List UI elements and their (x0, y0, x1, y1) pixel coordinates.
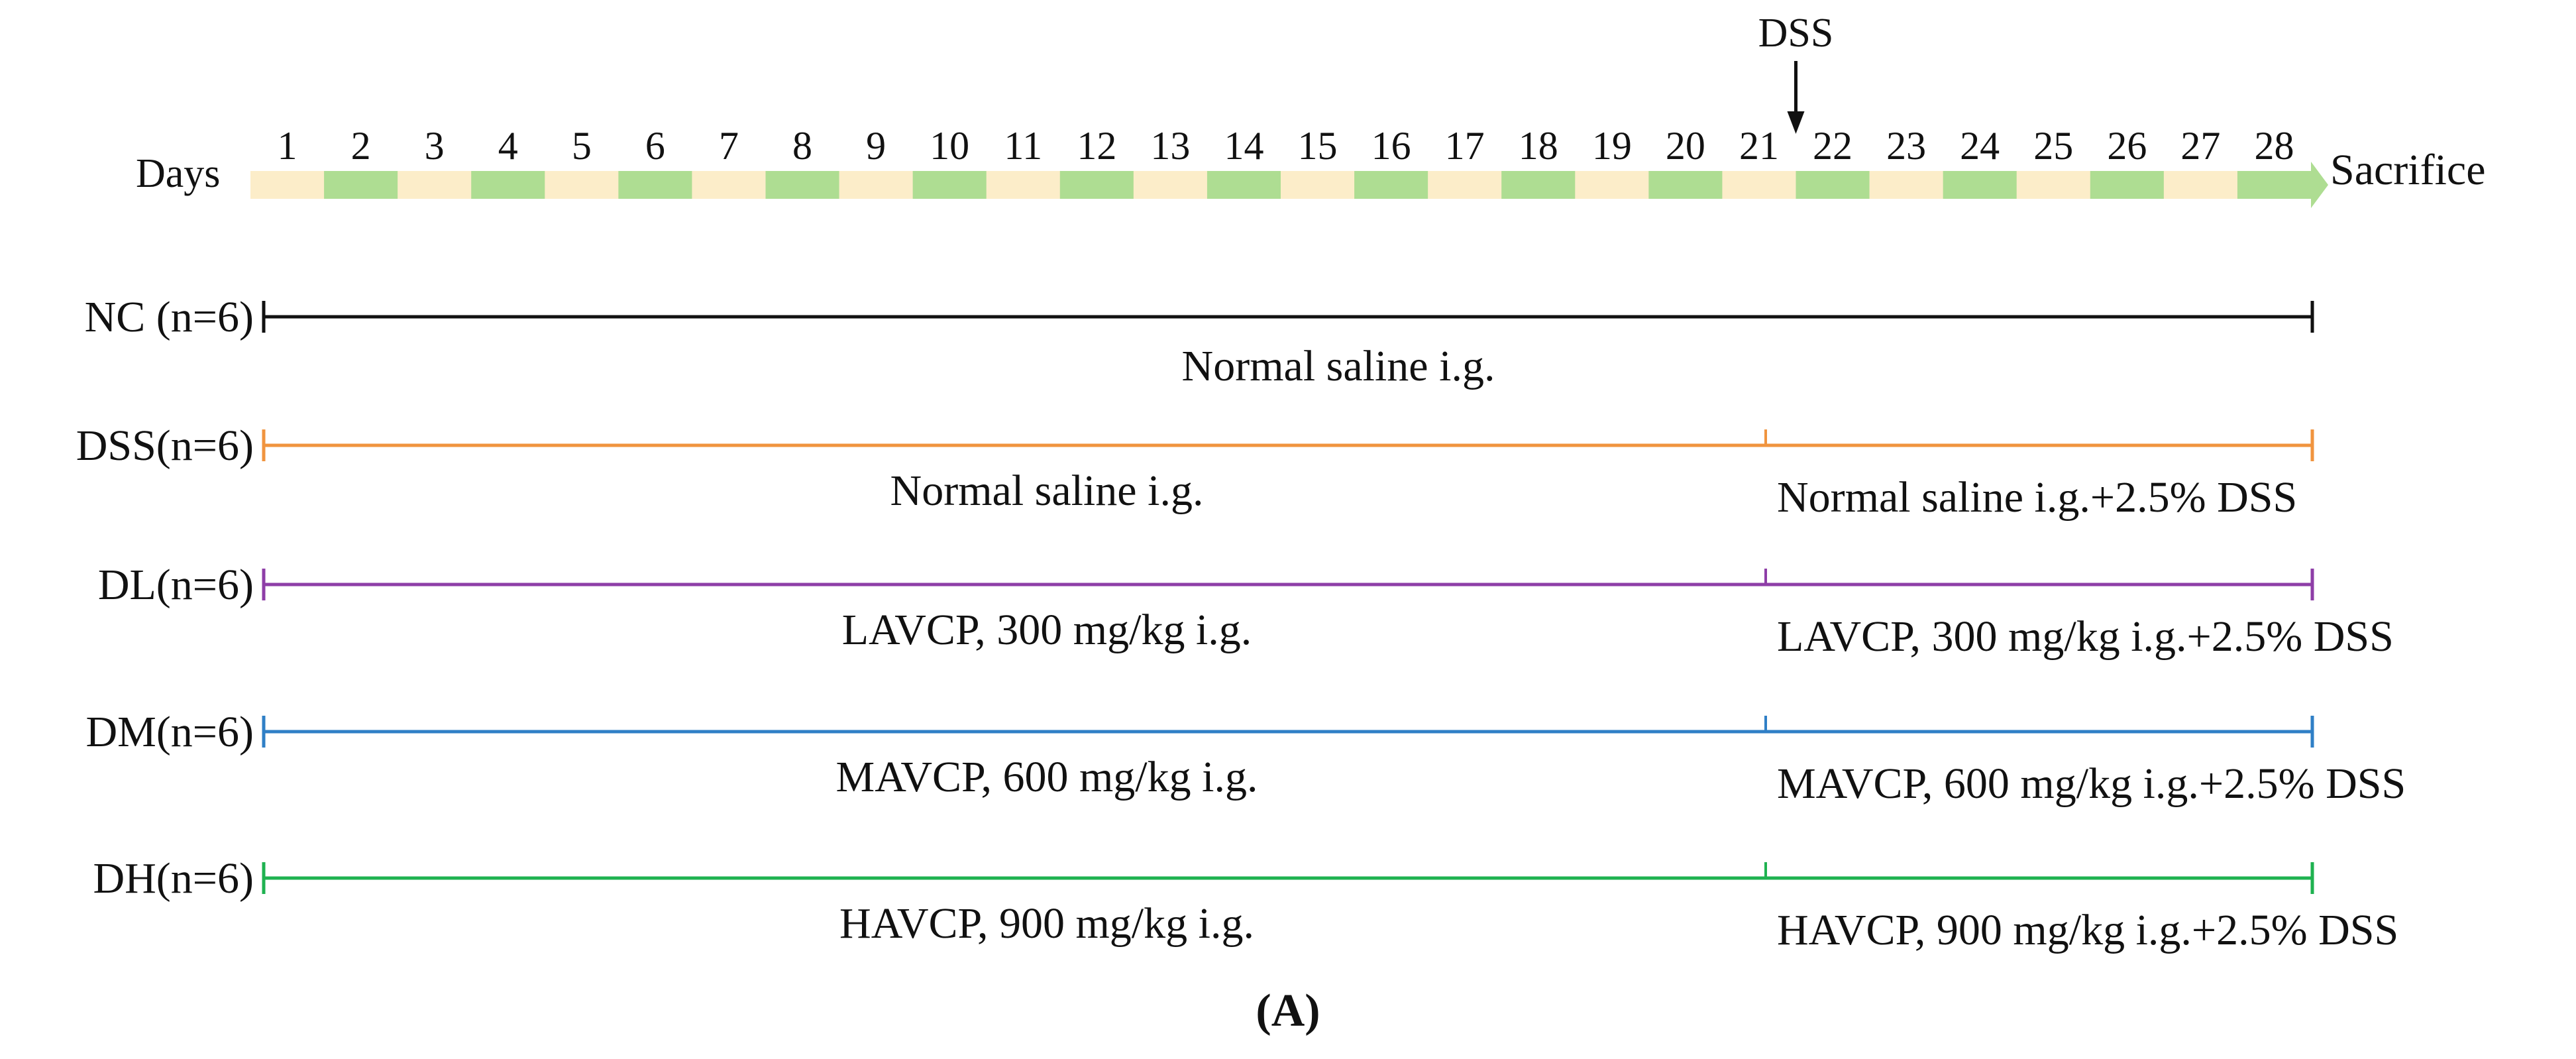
dss-marker-arrow-head (1787, 111, 1805, 134)
phase2-treatment-text: Normal saline i.g.+2.5% DSS (1777, 473, 2297, 522)
timeline-bar (250, 171, 2312, 199)
timeline-segment-day-5 (545, 171, 619, 199)
timeline-segment-day-13 (1133, 171, 1208, 199)
day-label-16: 16 (1371, 124, 1411, 168)
timeline-segment-day-16 (1354, 171, 1428, 199)
phase1-treatment-text: HAVCP, 900 mg/kg i.g. (839, 899, 1254, 948)
timeline-segment-day-7 (692, 171, 767, 199)
dss-marker-label: DSS (1758, 11, 1834, 56)
timeline-segment-day-6 (618, 171, 693, 199)
day-labels: 1 2 3 4 5 6 7 8 9 10 11 12 13 14 15 16 17 18 19 20 21 22 23 24 2… (278, 124, 2294, 168)
day-label-5: 5 (572, 124, 592, 168)
timeline-segment-day-3 (398, 171, 472, 199)
group-row-dm: DM(n=6) MAVCP, 600 mg/kg i.g. MAVCP, 600 m… (85, 708, 2406, 808)
timeline-segment-day-1 (250, 171, 325, 199)
timeline-segment-day-12 (1059, 171, 1134, 199)
timeline-segment-day-20 (1648, 171, 1723, 199)
day-label-24: 24 (1960, 124, 2000, 168)
day-label-23: 23 (1886, 124, 1926, 168)
phase2-treatment-text: HAVCP, 900 mg/kg i.g.+2.5% DSS (1777, 906, 2398, 954)
timeline-segment-day-15 (1281, 171, 1355, 199)
timeline-segment-day-10 (912, 171, 987, 199)
panel-label: (A) (1256, 985, 1320, 1036)
group-label: DM(n=6) (85, 708, 254, 756)
sacrifice-label: Sacrifice (2330, 146, 2486, 194)
day-label-10: 10 (930, 124, 969, 168)
day-label-26: 26 (2107, 124, 2147, 168)
phase1-treatment-text: Normal saline i.g. (890, 467, 1204, 515)
timeline-segment-day-26 (2090, 171, 2165, 199)
timeline: Days 1 2 3 4 5 6 7 8 9 10 11 12 13 14 15 16 17 18 19 20 21 22… (136, 11, 2486, 208)
phase1-treatment-text: LAVCP, 300 mg/kg i.g. (842, 606, 1252, 654)
phase1-treatment-text: Normal saline i.g. (1182, 342, 1495, 390)
timeline-segment-day-9 (839, 171, 914, 199)
timeline-segment-day-4 (471, 171, 545, 199)
day-label-2: 2 (351, 124, 371, 168)
timeline-segment-day-25 (2016, 171, 2091, 199)
group-row-dl: DL(n=6) LAVCP, 300 mg/kg i.g. LAVCP, 300 m… (98, 561, 2394, 661)
group-row-dh: DH(n=6) HAVCP, 900 mg/kg i.g. HAVCP, 900 m… (93, 854, 2398, 954)
timeline-segment-day-2 (324, 171, 398, 199)
timeline-segment-day-8 (765, 171, 840, 199)
day-label-12: 12 (1077, 124, 1116, 168)
day-label-20: 20 (1666, 124, 1705, 168)
group-label: DSS(n=6) (76, 421, 254, 470)
timeline-segment-day-28 (2237, 171, 2312, 199)
group-row-nc: NC (n=6) Normal saline i.g. (85, 293, 2314, 390)
phase2-treatment-text: MAVCP, 600 mg/kg i.g.+2.5% DSS (1777, 759, 2406, 808)
day-label-18: 18 (1519, 124, 1558, 168)
timeline-segment-day-23 (1869, 171, 1944, 199)
day-label-14: 14 (1224, 124, 1263, 168)
timeline-segment-day-22 (1796, 171, 1870, 199)
day-label-7: 7 (719, 124, 739, 168)
treatment-groups: NC (n=6) Normal saline i.g. DSS(n=6) Normal… (76, 293, 2406, 954)
day-label-19: 19 (1592, 124, 1632, 168)
timeline-arrow-head (2311, 162, 2328, 208)
group-label: DL(n=6) (98, 561, 254, 609)
group-row-dss: DSS(n=6) Normal saline i.g. Normal saline … (76, 421, 2314, 522)
timeline-segment-day-14 (1207, 171, 1281, 199)
timeline-segment-day-27 (2163, 171, 2238, 199)
day-label-22: 22 (1813, 124, 1852, 168)
day-label-25: 25 (2033, 124, 2073, 168)
timeline-segment-day-18 (1501, 171, 1576, 199)
day-label-28: 28 (2254, 124, 2294, 168)
timeline-segment-day-21 (1722, 171, 1797, 199)
day-label-27: 27 (2180, 124, 2220, 168)
timeline-segment-day-19 (1575, 171, 1649, 199)
phase1-treatment-text: MAVCP, 600 mg/kg i.g. (836, 753, 1258, 801)
day-label-6: 6 (645, 124, 665, 168)
day-label-11: 11 (1004, 124, 1042, 168)
group-label: DH(n=6) (93, 854, 254, 903)
day-label-9: 9 (866, 124, 886, 168)
day-label-4: 4 (498, 124, 518, 168)
phase2-treatment-text: LAVCP, 300 mg/kg i.g.+2.5% DSS (1777, 612, 2394, 661)
day-label-15: 15 (1298, 124, 1338, 168)
day-label-13: 13 (1150, 124, 1190, 168)
timeline-segment-day-11 (986, 171, 1061, 199)
day-label-21: 21 (1739, 124, 1779, 168)
timeline-segment-day-24 (1943, 171, 2017, 199)
group-label: NC (n=6) (85, 293, 254, 341)
days-axis-label: Days (136, 151, 220, 196)
day-label-3: 3 (425, 124, 445, 168)
day-label-1: 1 (278, 124, 297, 168)
timeline-segment-day-17 (1428, 171, 1502, 199)
day-label-17: 17 (1445, 124, 1485, 168)
day-label-8: 8 (792, 124, 812, 168)
